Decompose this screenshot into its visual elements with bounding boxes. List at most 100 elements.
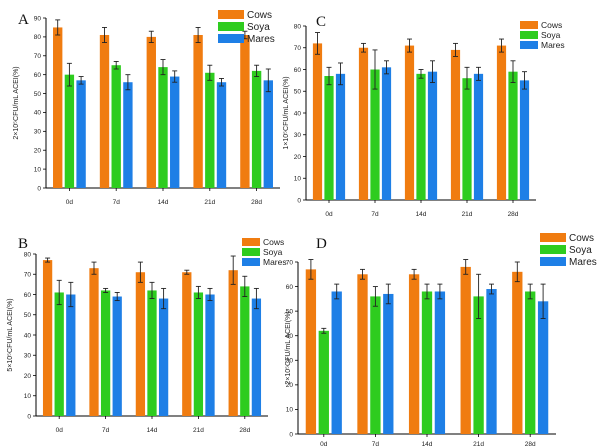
bar-soya	[251, 70, 262, 188]
y-tick-label: 10	[24, 393, 32, 400]
y-tick-label: 30	[34, 129, 42, 136]
y-tick-label: 50	[24, 312, 32, 319]
x-tick-label: 14d	[416, 211, 427, 218]
legend-label-mares: Mares	[263, 257, 287, 267]
bar-mares	[335, 73, 346, 200]
legend-swatch-mares	[242, 258, 260, 266]
bar-soya	[147, 290, 157, 416]
bar-soya	[54, 292, 64, 416]
bar-mares	[383, 293, 394, 434]
x-tick-label: 28d	[239, 427, 250, 434]
legend-swatch-mares	[520, 41, 538, 49]
y-tick-label: 30	[294, 132, 302, 139]
legend-label-cows: Cows	[263, 237, 284, 247]
legend-swatch-mares	[540, 257, 566, 266]
panel-letter: B	[18, 236, 28, 252]
y-axis-label: 2×10⁵CFU/mL ACEI(%)	[13, 66, 20, 139]
y-tick-label: 80	[294, 23, 302, 30]
bar-mares	[66, 294, 76, 416]
bar-soya	[525, 291, 536, 434]
legend-label-soya: Soya	[541, 30, 561, 40]
x-tick-label: 21d	[462, 211, 473, 218]
y-tick-label: 30	[24, 353, 32, 360]
y-tick-label: 20	[286, 382, 294, 389]
y-tick-label: 60	[24, 292, 32, 299]
bar-mares	[486, 289, 497, 434]
bar-mares	[76, 80, 86, 188]
legend-swatch-cows	[218, 10, 244, 19]
y-tick-label: 10	[294, 176, 302, 183]
bar-cows	[240, 35, 250, 188]
panel-letter: C	[316, 14, 326, 30]
y-axis-label: 5×10⁵CFU/mL ACEI(%)	[7, 298, 14, 371]
bar-cows	[193, 35, 203, 188]
bar-mares	[205, 294, 215, 416]
x-tick-label: 7d	[113, 199, 121, 206]
y-tick-label: 40	[294, 110, 302, 117]
bar-soya	[473, 296, 484, 434]
y-tick-label: 10	[286, 407, 294, 414]
bar-soya	[416, 73, 426, 200]
y-tick-label: 90	[34, 15, 42, 22]
y-tick-label: 50	[286, 308, 294, 315]
x-tick-label: 14d	[147, 427, 158, 434]
bar-mares	[251, 298, 262, 416]
bar-soya	[421, 291, 433, 434]
legend-swatch-cows	[242, 238, 260, 246]
x-tick-label: 7d	[102, 427, 110, 434]
x-tick-label: 21d	[473, 441, 484, 448]
bar-mares	[158, 298, 169, 416]
bar-cows	[450, 49, 461, 200]
bar-cows	[312, 43, 323, 201]
bar-cows	[228, 270, 238, 416]
bar-mares	[216, 82, 227, 188]
chart-panel-b: 0 10 20 30 40 50 60 70 80 5×10⁵CFU/mL ACEI(%) B 0d 7…	[7, 236, 287, 434]
bar-mares	[170, 76, 180, 188]
bar-soya	[370, 296, 381, 434]
legend-label-mares: Mares	[569, 257, 597, 268]
legend-swatch-soya	[218, 22, 244, 31]
legend-label-cows: Cows	[541, 20, 562, 30]
bar-mares	[519, 80, 530, 200]
legend-swatch-cows	[540, 233, 566, 242]
chart-panel-d: 0 10 20 30 40 50 60 70 2×10⁵CFU/mL ACEI(%) D 0d 7d 1…	[285, 233, 597, 448]
bar-cows	[146, 36, 156, 189]
legend-swatch-cows	[520, 21, 538, 29]
y-tick-label: 20	[294, 154, 302, 161]
legend-swatch-soya	[520, 31, 538, 39]
bar-mares	[263, 80, 273, 188]
bar-cows	[182, 272, 192, 416]
bar-soya	[240, 286, 250, 416]
y-axis-label: 1×10⁵CFU/mL ACEI(%)	[283, 76, 290, 149]
legend-label-cows: Cows	[569, 233, 594, 244]
bar-cows	[460, 266, 471, 434]
legend-label-cows: Cows	[247, 10, 272, 21]
bar-cows	[89, 268, 99, 416]
legend-label-mares: Mares	[247, 34, 275, 45]
bar-mares	[331, 291, 342, 434]
chart-panel-c: 0 10 20 30 40 50 60 70 80 1×10⁵CFU/mL ACEI(%) C 0d 7…	[283, 14, 565, 218]
legend-label-soya: Soya	[569, 245, 592, 256]
bar-cows	[358, 47, 369, 200]
y-tick-label: 70	[294, 45, 302, 52]
y-tick-label: 20	[34, 148, 42, 155]
y-tick-label: 40	[34, 110, 42, 117]
y-tick-label: 70	[286, 259, 294, 266]
bar-cows	[42, 260, 53, 416]
bar-mares	[473, 73, 484, 200]
x-tick-label: 14d	[422, 441, 433, 448]
bar-soya	[318, 330, 329, 434]
panel-letter: A	[18, 12, 29, 28]
y-tick-label: 0	[27, 413, 31, 420]
y-tick-label: 50	[34, 91, 42, 98]
bar-cows	[305, 269, 317, 434]
bar-soya	[205, 72, 215, 188]
y-tick-label: 30	[286, 358, 294, 365]
y-tick-label: 40	[286, 333, 294, 340]
bar-mares	[427, 71, 438, 200]
x-tick-label: 28d	[251, 199, 262, 206]
panel-letter: D	[316, 236, 327, 252]
